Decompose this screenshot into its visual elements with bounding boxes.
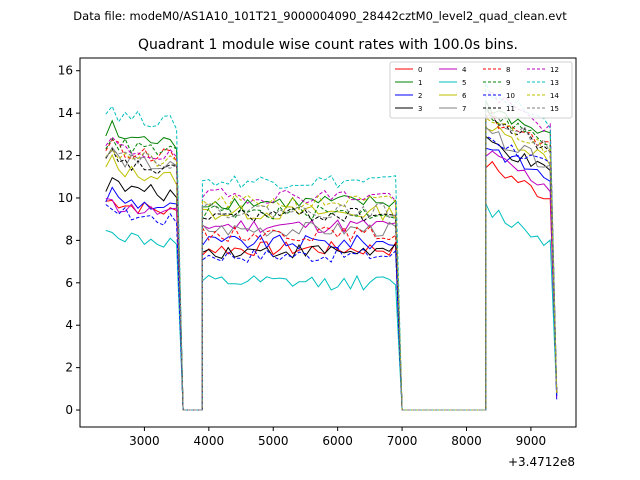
legend-label-4: 4 [462,66,467,74]
series-line-4 [105,150,558,411]
legend-label-13: 13 [550,79,559,87]
x-tick-label: 4000 [194,434,225,448]
x-tick-label: 6000 [322,434,353,448]
y-tick-label: 0 [65,403,73,417]
x-offset-label: +3.4712e8 [508,455,575,469]
y-tick-label: 10 [58,191,73,205]
legend-label-14: 14 [550,92,559,100]
series-layer [105,82,558,411]
legend-label-12: 12 [550,66,559,74]
legend-label-1: 1 [418,79,422,87]
legend-label-0: 0 [418,66,422,74]
legend-label-7: 7 [462,105,466,113]
legend-label-3: 3 [418,105,422,113]
series-line-7 [105,125,558,411]
y-tick-label: 12 [58,149,73,163]
x-tick-label: 3000 [129,434,160,448]
series-line-10 [105,134,558,411]
series-line-6 [105,125,558,411]
legend-label-11: 11 [506,105,515,113]
plot-frame [79,57,577,428]
chart-title: Quadrant 1 module wise count rates with … [138,37,518,53]
y-tick-label: 8 [65,233,73,247]
legend-label-10: 10 [506,92,515,100]
legend-label-6: 6 [462,92,467,100]
suptitle: Data file: modeM0/AS1A10_101T21_90000040… [73,9,567,23]
y-tick-label: 16 [58,64,73,78]
series-line-15 [105,104,558,411]
series-line-2 [105,147,558,411]
series-line-9 [105,105,558,411]
y-tick-label: 6 [65,276,73,290]
legend-label-2: 2 [418,92,422,100]
x-tick-label: 9000 [516,434,547,448]
y-tick-label: 14 [58,106,73,120]
x-tick-label: 7000 [387,434,418,448]
x-tick-label: 5000 [258,434,289,448]
legend-label-9: 9 [506,79,510,87]
series-line-11 [105,107,558,411]
series-line-5 [105,203,558,411]
legend-label-5: 5 [462,79,466,87]
series-line-14 [105,116,558,411]
x-tick-label: 8000 [451,434,482,448]
y-tick-label: 4 [65,318,73,332]
legend-label-8: 8 [506,66,510,74]
series-line-1 [105,100,558,411]
x-axis: 3000 4000 5000 6000 7000 8000 9000 [129,427,546,448]
y-tick-label: 2 [65,361,73,375]
series-line-3 [105,135,558,411]
legend-label-15: 15 [550,105,559,113]
y-axis: 0 2 4 6 8 10 12 14 16 [58,64,80,417]
legend-box [389,61,573,119]
